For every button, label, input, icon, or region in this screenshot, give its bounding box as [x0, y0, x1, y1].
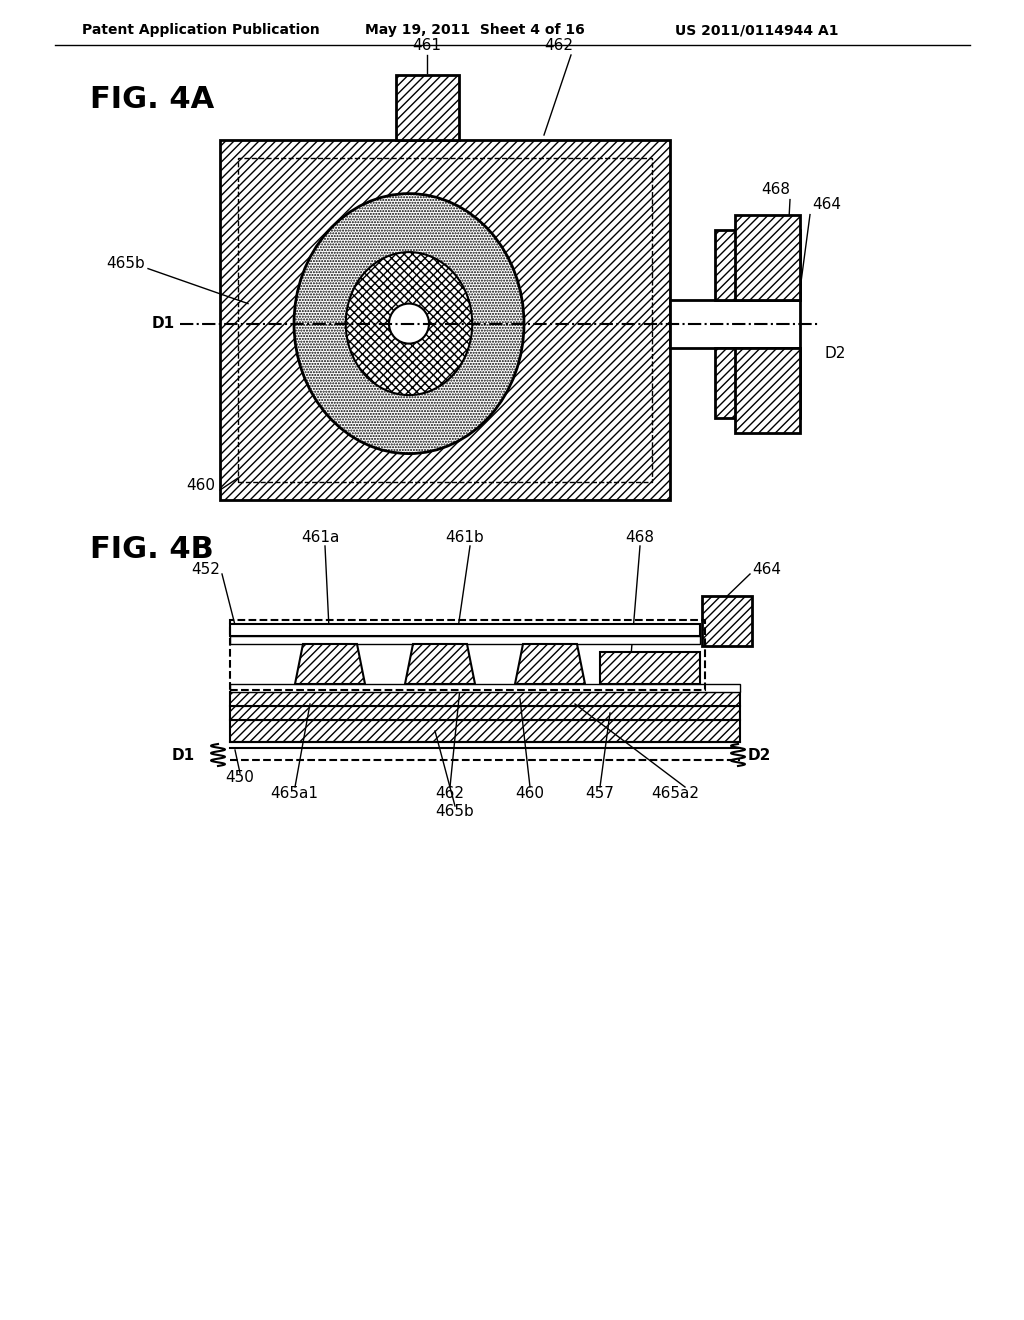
Bar: [715, 230, 800, 300]
Bar: [702, 597, 752, 645]
Text: Patent Application Publication: Patent Application Publication: [82, 22, 319, 37]
Text: 462: 462: [544, 37, 573, 53]
Polygon shape: [406, 644, 475, 684]
Bar: [715, 347, 800, 417]
Circle shape: [389, 304, 429, 343]
Text: 461: 461: [413, 37, 441, 53]
Text: 468: 468: [626, 531, 654, 545]
Text: D1: D1: [172, 748, 195, 763]
Text: FIG. 4B: FIG. 4B: [90, 536, 214, 565]
Bar: [670, 300, 800, 347]
Text: 452: 452: [191, 561, 220, 577]
Text: 461b: 461b: [445, 531, 484, 545]
Bar: [230, 636, 700, 644]
Polygon shape: [515, 644, 585, 684]
Bar: [230, 719, 740, 742]
Bar: [735, 347, 800, 433]
Bar: [230, 692, 740, 706]
Text: D2: D2: [825, 346, 847, 362]
Bar: [238, 158, 652, 482]
Text: 450: 450: [225, 771, 254, 785]
Bar: [600, 652, 700, 684]
Text: FIG. 4A: FIG. 4A: [90, 86, 214, 115]
Text: 465b: 465b: [435, 804, 474, 820]
Text: 468: 468: [761, 182, 790, 197]
Polygon shape: [295, 644, 365, 684]
Text: 460: 460: [186, 478, 215, 492]
Text: US 2011/0114944 A1: US 2011/0114944 A1: [675, 22, 839, 37]
Bar: [230, 620, 705, 690]
Text: 465a1: 465a1: [270, 787, 318, 801]
Ellipse shape: [294, 194, 524, 454]
Bar: [395, 75, 459, 140]
Bar: [735, 215, 800, 300]
Text: 457: 457: [586, 787, 614, 801]
Text: 461a: 461a: [301, 531, 339, 545]
Text: 462: 462: [435, 787, 465, 801]
Text: 464: 464: [752, 561, 781, 577]
Ellipse shape: [346, 252, 472, 395]
Bar: [230, 684, 740, 692]
Bar: [220, 140, 670, 500]
Text: 460: 460: [515, 787, 545, 801]
Bar: [230, 706, 740, 719]
Bar: [230, 624, 700, 636]
Text: D2: D2: [748, 748, 771, 763]
Text: 464: 464: [812, 197, 841, 213]
Text: 465b: 465b: [106, 256, 145, 271]
Text: 465a2: 465a2: [651, 787, 699, 801]
Text: D1: D1: [152, 315, 175, 331]
Text: May 19, 2011  Sheet 4 of 16: May 19, 2011 Sheet 4 of 16: [365, 22, 585, 37]
